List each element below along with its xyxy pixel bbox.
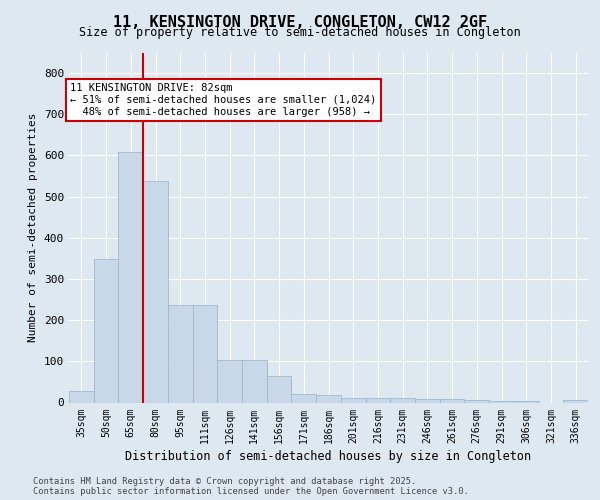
Y-axis label: Number of semi-detached properties: Number of semi-detached properties: [28, 113, 38, 342]
Bar: [365, 398, 390, 402]
Text: 11 KENSINGTON DRIVE: 82sqm
← 51% of semi-detached houses are smaller (1,024)
  4: 11 KENSINGTON DRIVE: 82sqm ← 51% of semi…: [70, 84, 376, 116]
Bar: [316, 395, 341, 402]
Bar: [415, 399, 440, 402]
Bar: [341, 398, 365, 402]
Bar: [242, 360, 267, 403]
Bar: [267, 376, 292, 402]
Bar: [390, 398, 415, 402]
Text: Contains HM Land Registry data © Crown copyright and database right 2025.
Contai: Contains HM Land Registry data © Crown c…: [33, 476, 469, 496]
Bar: [118, 152, 143, 403]
Bar: [440, 399, 464, 402]
Bar: [143, 182, 168, 402]
Bar: [464, 400, 489, 402]
Text: 11, KENSINGTON DRIVE, CONGLETON, CW12 2GF: 11, KENSINGTON DRIVE, CONGLETON, CW12 2G…: [113, 15, 487, 30]
Bar: [69, 392, 94, 402]
Bar: [94, 259, 118, 402]
Bar: [563, 400, 588, 402]
X-axis label: Distribution of semi-detached houses by size in Congleton: Distribution of semi-detached houses by …: [125, 450, 532, 462]
Bar: [292, 394, 316, 402]
Bar: [193, 305, 217, 402]
Bar: [168, 305, 193, 402]
Bar: [217, 360, 242, 403]
Text: Size of property relative to semi-detached houses in Congleton: Size of property relative to semi-detach…: [79, 26, 521, 39]
